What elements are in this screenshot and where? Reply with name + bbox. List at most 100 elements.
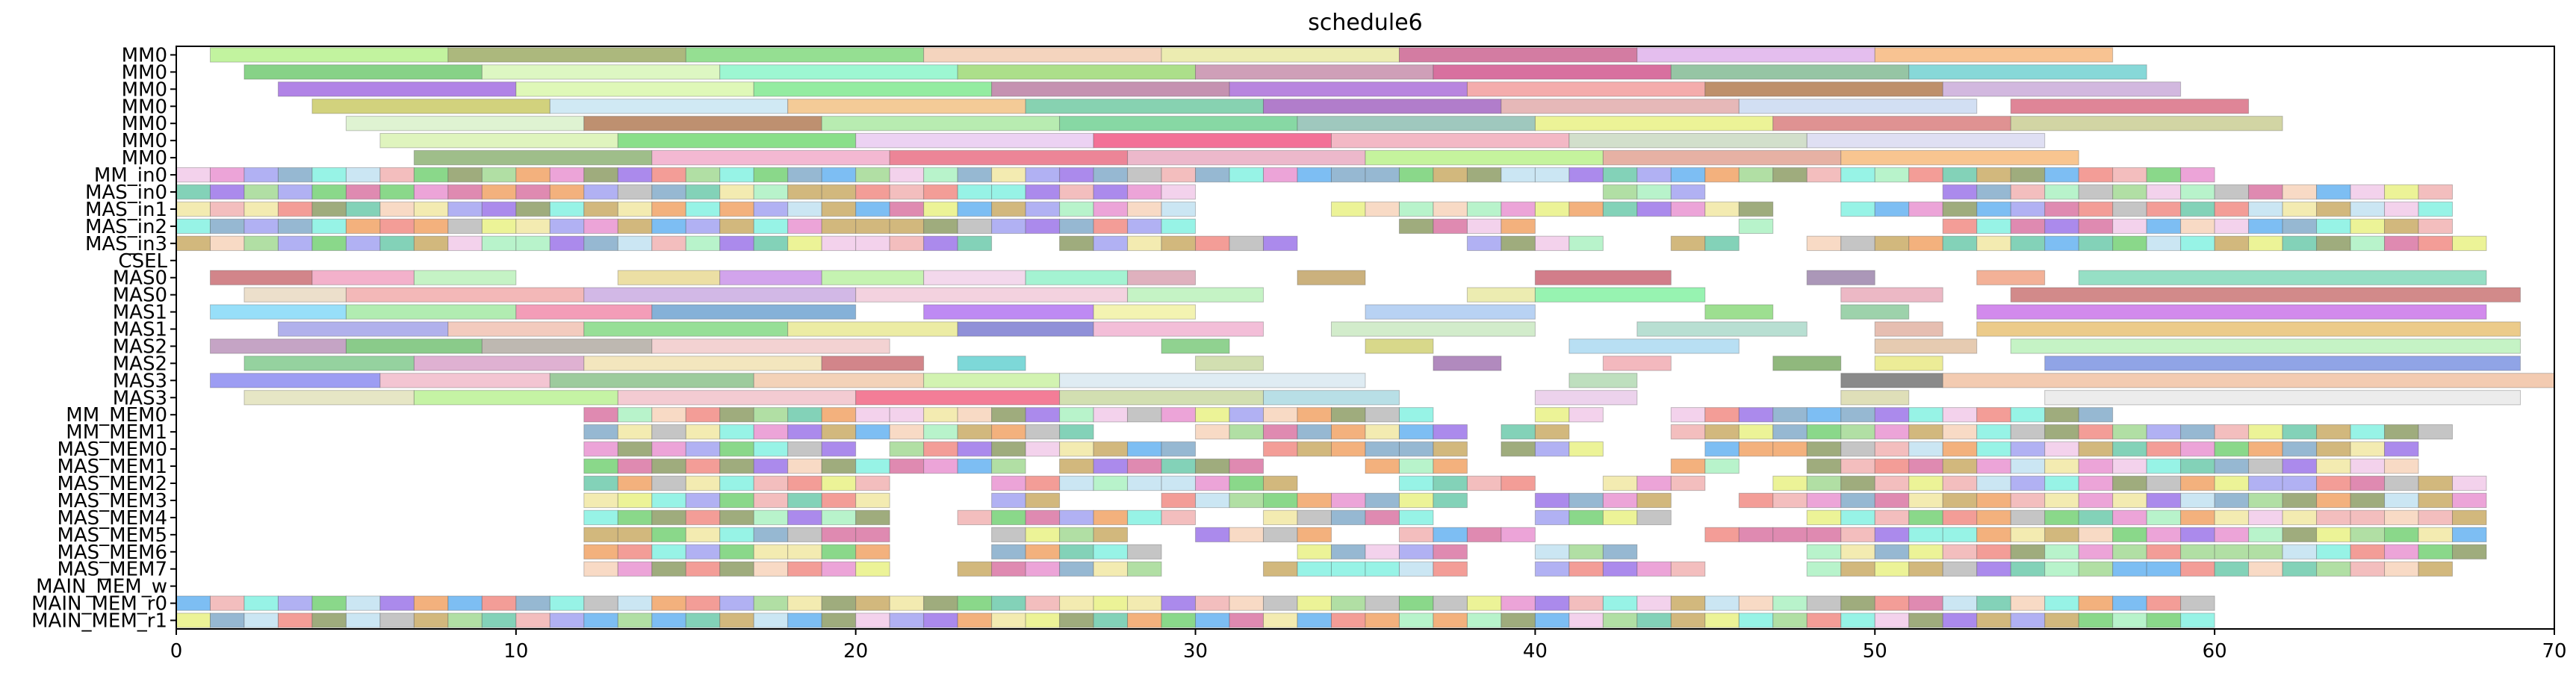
task-bar xyxy=(1874,441,1910,457)
task-bar xyxy=(1976,475,2011,492)
task-bar xyxy=(2146,492,2182,509)
task-bar xyxy=(991,527,1026,542)
task-bar xyxy=(1806,424,1842,440)
task-bar xyxy=(277,201,313,217)
task-bar xyxy=(1976,595,2011,611)
task-bar xyxy=(243,613,279,628)
task-bar xyxy=(1297,270,1366,285)
task-bar xyxy=(413,356,585,371)
task-bar xyxy=(1500,441,1536,457)
task-bar xyxy=(1670,475,1706,492)
task-bar xyxy=(379,595,415,611)
task-bar xyxy=(2248,441,2283,457)
task-bar xyxy=(1433,64,1672,80)
task-bar xyxy=(413,613,449,628)
task-bar xyxy=(1772,356,1842,371)
task-bar xyxy=(1059,235,1094,251)
task-bar xyxy=(1093,509,1129,526)
task-bar xyxy=(1365,424,1400,440)
task-bar xyxy=(1874,613,1910,628)
task-bar xyxy=(855,287,1129,303)
task-bar xyxy=(2112,184,2147,200)
task-bar xyxy=(1229,81,1468,97)
task-bar xyxy=(1908,167,1943,183)
task-bar xyxy=(379,373,550,388)
task-bar xyxy=(1670,424,1706,440)
task-bar xyxy=(719,184,754,200)
task-bar xyxy=(2316,561,2351,577)
task-bar xyxy=(1568,167,1604,183)
task-bar xyxy=(1942,373,2555,388)
task-bar xyxy=(923,304,1094,320)
task-bar xyxy=(1229,527,1264,542)
task-bar xyxy=(1059,613,1094,628)
task-bar xyxy=(2146,218,2182,235)
x-tick-label: 20 xyxy=(843,640,868,663)
task-bar xyxy=(1602,201,1638,217)
task-bar xyxy=(1602,149,1842,166)
task-bar xyxy=(2010,441,2046,457)
task-bar xyxy=(1772,595,1807,611)
y-tick-label: MAIN_MEM_r1 xyxy=(31,610,167,633)
task-bar xyxy=(1127,235,1162,251)
task-bar xyxy=(821,509,857,526)
task-bar xyxy=(1466,167,1502,183)
task-bar xyxy=(1908,613,1943,628)
task-bar xyxy=(1636,321,1807,337)
task-bar xyxy=(2350,201,2386,217)
task-bar xyxy=(379,235,415,251)
task-bar xyxy=(1636,561,1672,577)
task-bar xyxy=(1568,561,1604,577)
task-bar xyxy=(515,304,653,320)
x-tick-label: 0 xyxy=(170,640,183,663)
task-bar xyxy=(1942,509,1978,526)
task-bar xyxy=(923,47,1162,63)
task-bar xyxy=(821,356,925,371)
task-bar xyxy=(2418,184,2454,200)
task-bar xyxy=(1976,218,2011,235)
task-bar xyxy=(1976,492,2011,509)
task-bar xyxy=(345,338,482,354)
task-bar xyxy=(685,527,721,542)
task-bar xyxy=(2418,218,2454,235)
task-bar xyxy=(651,544,686,559)
task-bar xyxy=(923,424,958,440)
task-bar xyxy=(1331,201,1366,217)
task-bar xyxy=(719,441,754,457)
task-bars xyxy=(176,47,2555,628)
y-tick-label: MAS_MEM1 xyxy=(57,456,167,478)
task-bar xyxy=(1738,424,1774,440)
task-bar xyxy=(957,356,1026,371)
task-bar xyxy=(889,595,925,611)
task-bar xyxy=(209,201,245,217)
task-bar xyxy=(2248,509,2283,526)
task-bar xyxy=(1806,561,1842,577)
task-bar xyxy=(2180,527,2215,542)
task-bar xyxy=(753,201,789,217)
task-bar xyxy=(855,201,890,217)
task-bar xyxy=(1568,407,1604,423)
task-bar xyxy=(617,235,653,251)
task-bar xyxy=(1840,149,2079,166)
task-bar xyxy=(2180,595,2215,611)
task-bar xyxy=(991,407,1026,423)
task-bar xyxy=(481,167,517,183)
task-bar xyxy=(1331,561,1366,577)
task-bar xyxy=(719,475,754,492)
task-bar xyxy=(651,201,686,217)
task-bar xyxy=(1059,201,1094,217)
y-tick-label: MAS0 xyxy=(113,285,167,307)
task-bar xyxy=(447,201,482,217)
task-bar xyxy=(2316,424,2351,440)
task-bar xyxy=(719,218,754,235)
task-bar xyxy=(2248,475,2283,492)
task-bar xyxy=(2452,509,2487,526)
task-bar xyxy=(1534,509,1570,526)
y-tick-label: MM0 xyxy=(122,96,167,118)
task-bar xyxy=(277,235,313,251)
task-bar xyxy=(2078,184,2114,200)
task-bar xyxy=(1331,595,1366,611)
y-tick-label: MM0 xyxy=(122,147,167,170)
task-bar xyxy=(1161,509,1197,526)
